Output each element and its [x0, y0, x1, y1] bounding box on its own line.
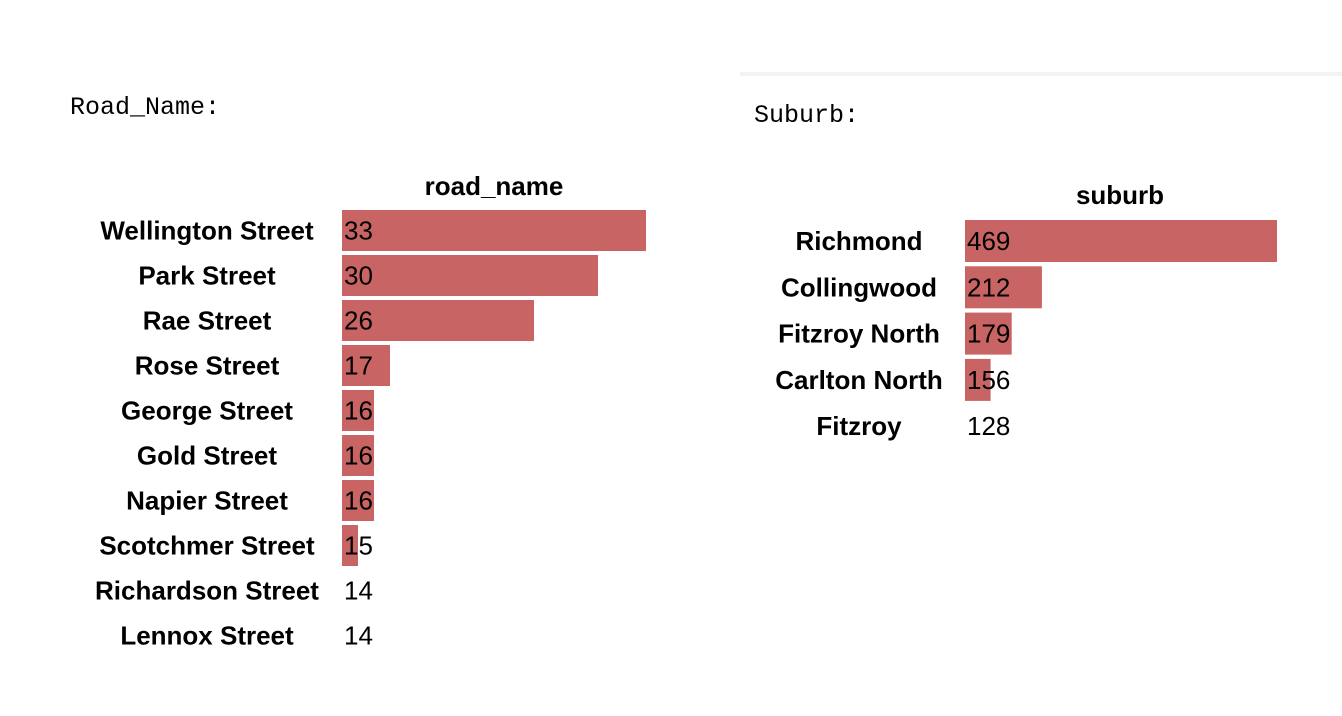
suburb-value-label: 179	[967, 319, 1010, 349]
suburb-row-label: Carlton North	[775, 365, 943, 395]
suburb-value-label: 156	[967, 365, 1010, 395]
suburb-value-label: 212	[967, 272, 1010, 302]
suburb-row-label: Fitzroy North	[778, 319, 940, 349]
suburb-value-label: 128	[967, 411, 1010, 441]
suburb-row-label: Collingwood	[781, 272, 937, 302]
suburb-bar	[965, 220, 1277, 262]
suburb-row-label: Richmond	[795, 226, 922, 256]
suburb-value-label: 469	[967, 226, 1010, 256]
suburb-row-label: Fitzroy	[816, 411, 902, 441]
suburb-column-header: suburb	[1076, 180, 1164, 210]
